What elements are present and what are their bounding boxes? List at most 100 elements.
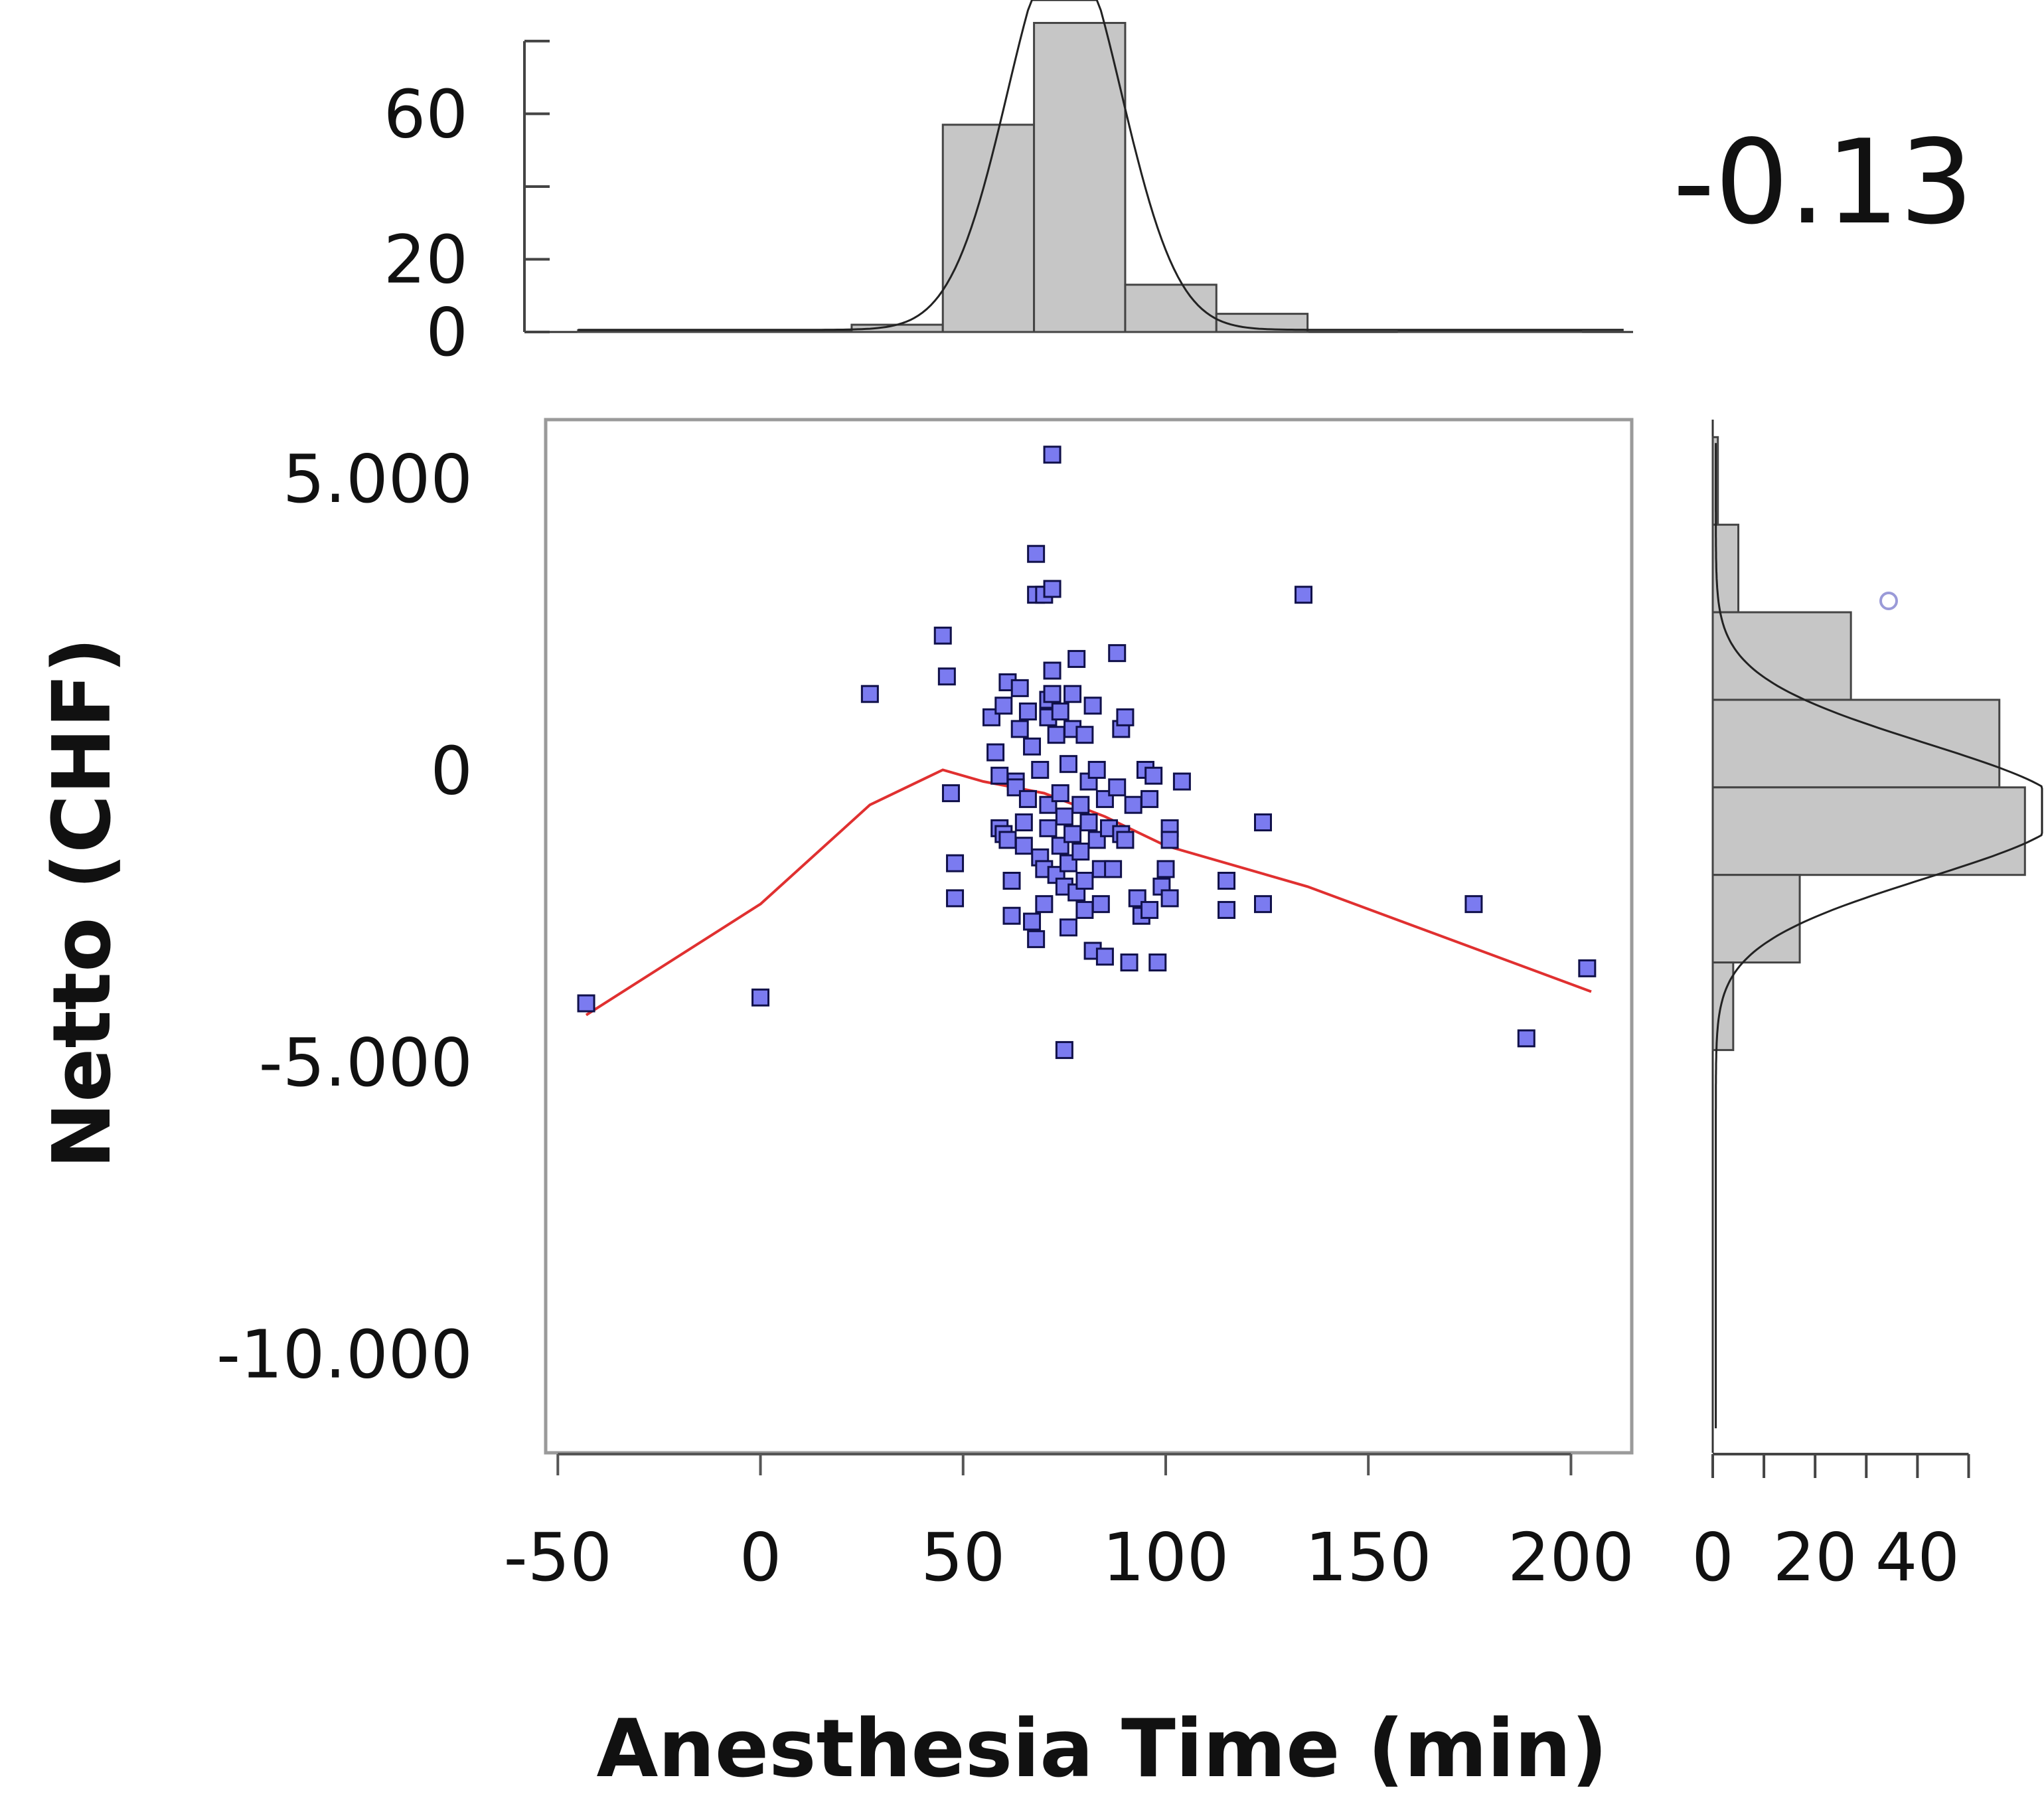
data-point	[1253, 813, 1272, 832]
data-point	[1018, 789, 1037, 808]
x-tick-label: 100	[1103, 1519, 1229, 1596]
right-histogram: 0 20 40	[1691, 420, 2043, 1596]
stray-marker	[1879, 592, 1898, 610]
data-point	[1039, 819, 1058, 837]
data-point	[1067, 649, 1086, 668]
data-point	[1172, 772, 1191, 791]
data-point	[1059, 755, 1077, 774]
right-hist-bar	[1711, 786, 2026, 876]
data-point	[1043, 446, 1061, 464]
x-tick-label: -50	[504, 1519, 612, 1596]
top-histogram: 020 60	[384, 0, 1633, 371]
data-point	[1055, 1040, 1073, 1059]
scatter-panel: -50 0 50 100 150 200 5.000 0 -5.000 -10.000	[216, 418, 1634, 1596]
data-point	[1108, 778, 1127, 797]
x-tick-label: 200	[1508, 1519, 1634, 1596]
data-point	[1079, 813, 1098, 832]
x-tick-label: 150	[1305, 1519, 1432, 1596]
right-hist-bar	[1711, 874, 1801, 964]
data-point	[1218, 871, 1236, 890]
y-tick-label: 0	[430, 732, 473, 809]
data-point	[1075, 900, 1094, 919]
data-point	[946, 854, 965, 872]
y-tick-label: -5.000	[259, 1024, 473, 1102]
right-hist-x-label: 20	[1773, 1519, 1857, 1596]
data-point	[1464, 895, 1483, 914]
data-point	[1059, 918, 1077, 937]
data-point	[1027, 930, 1046, 948]
data-point	[946, 889, 965, 908]
data-point	[1010, 720, 1029, 738]
data-point	[1104, 860, 1123, 878]
data-point	[1051, 784, 1069, 803]
data-point	[933, 626, 952, 645]
data-point	[998, 831, 1017, 849]
right-hist-density-curve	[1715, 443, 2043, 1429]
data-point	[1023, 912, 1042, 931]
y-tick-label: 5.000	[283, 440, 473, 518]
data-point	[937, 667, 956, 686]
data-point	[941, 784, 960, 803]
data-point	[1578, 959, 1597, 977]
top-hist-y-label: 20	[384, 220, 468, 298]
top-hist-bar	[941, 124, 1036, 333]
x-axis-title: Anesthesia Time (min)	[596, 1703, 1607, 1795]
data-point	[577, 994, 595, 1013]
data-point	[1051, 702, 1069, 721]
right-hist-bar	[1711, 699, 2001, 789]
data-point	[1144, 766, 1163, 785]
top-hist-density-curve	[578, 0, 1624, 331]
data-point	[1047, 726, 1065, 744]
data-point	[1014, 837, 1033, 855]
data-point	[1039, 795, 1058, 814]
data-point	[1075, 726, 1094, 744]
data-point	[1043, 685, 1061, 703]
data-point	[1059, 854, 1077, 872]
data-point	[1095, 947, 1114, 966]
top-hist-bar	[1033, 22, 1127, 333]
data-point	[1087, 760, 1106, 779]
data-point	[1063, 825, 1082, 843]
data-point	[1253, 895, 1272, 914]
data-point	[1160, 889, 1179, 908]
data-point	[1063, 685, 1082, 703]
data-point	[1108, 644, 1127, 663]
data-point	[1120, 953, 1139, 972]
data-point	[1083, 697, 1102, 715]
data-point	[1156, 860, 1175, 878]
right-hist-x-label: 40	[1875, 1519, 1960, 1596]
data-point	[1140, 900, 1159, 919]
right-hist-bar	[1711, 611, 1852, 701]
data-point	[1071, 843, 1090, 861]
data-point	[751, 988, 770, 1007]
data-point	[1116, 831, 1135, 849]
data-point	[1002, 871, 1021, 890]
y-axis-title: Netto (CHF)	[37, 637, 129, 1169]
right-hist-bar	[1711, 961, 1735, 1051]
data-point	[1091, 895, 1110, 914]
data-point	[1031, 760, 1050, 779]
data-point	[1124, 795, 1142, 814]
data-point	[1067, 883, 1086, 902]
correlation-label: -0.13	[1673, 116, 1974, 250]
data-point	[860, 685, 879, 703]
top-hist-y-label: 60	[384, 75, 468, 153]
data-point	[1116, 708, 1135, 726]
x-tick-label: 0	[740, 1519, 782, 1596]
right-hist-x-label: 0	[1691, 1519, 1734, 1596]
data-point	[1055, 807, 1073, 826]
data-point	[1002, 906, 1021, 925]
data-point	[1035, 895, 1054, 914]
data-point	[1071, 795, 1090, 814]
data-point	[1295, 586, 1313, 604]
data-point	[1018, 702, 1037, 721]
data-point	[1075, 871, 1094, 890]
data-point	[1160, 831, 1179, 849]
data-point	[994, 697, 1013, 715]
data-point	[1140, 789, 1159, 808]
data-point	[1027, 544, 1046, 563]
data-point	[990, 766, 1009, 785]
data-point	[1148, 953, 1167, 972]
data-point	[1218, 900, 1236, 919]
data-point	[986, 743, 1005, 762]
